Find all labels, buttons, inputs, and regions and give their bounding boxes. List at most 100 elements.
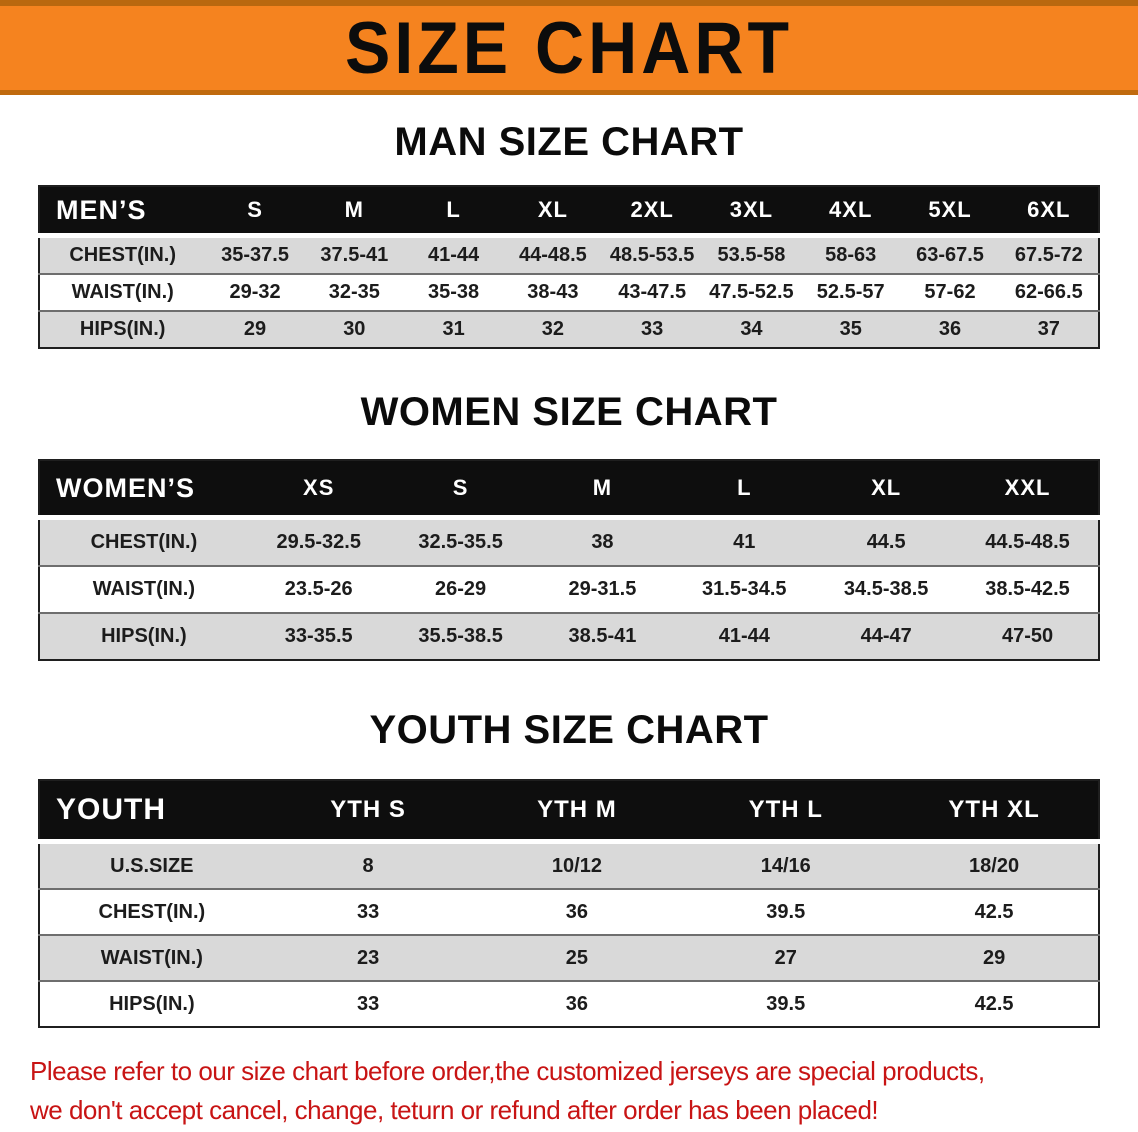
size-column-header: M bbox=[531, 460, 674, 520]
size-value: 47.5-52.5 bbox=[709, 281, 794, 303]
size-value: 52.5-57 bbox=[816, 281, 885, 303]
size-value: 23.5-26 bbox=[284, 578, 353, 600]
size-column-header: 6XL bbox=[999, 186, 1099, 238]
size-value: 27 bbox=[774, 946, 797, 969]
men-section-heading: MAN SIZE CHART bbox=[394, 120, 744, 164]
table-row: HIPS(IN.) 29 30 31 32 33 34 35 36 37 bbox=[39, 311, 1099, 348]
size-value: 37 bbox=[1037, 318, 1060, 340]
size-value: 42.5 bbox=[974, 992, 1014, 1015]
size-value: 33 bbox=[356, 992, 380, 1015]
size-column-header: XL bbox=[503, 186, 603, 238]
size-table: YOUTH YTH S YTH M YTH L YTH XL U.S.SIZE 8 10/12… bbox=[38, 779, 1100, 1028]
size-column-header: XS bbox=[247, 460, 390, 520]
size-value: 63-67.5 bbox=[916, 244, 984, 266]
size-value: 33 bbox=[641, 318, 664, 340]
size-value: 29-31.5 bbox=[568, 578, 637, 600]
row-label: WAIST(IN.) bbox=[71, 281, 174, 303]
size-column-header: XL bbox=[815, 460, 958, 520]
size-value: 36 bbox=[565, 900, 589, 923]
size-value: 39.5 bbox=[766, 900, 806, 923]
footer-note: Please refer to our size chart before or… bbox=[30, 1052, 1120, 1130]
size-value: 35 bbox=[839, 318, 862, 340]
size-value: 44-47 bbox=[860, 625, 912, 647]
size-value: 38 bbox=[591, 531, 614, 553]
row-label: CHEST(IN.) bbox=[98, 900, 206, 923]
size-value: 29-32 bbox=[229, 281, 281, 303]
size-value: 32 bbox=[541, 318, 564, 340]
size-value: 29 bbox=[243, 318, 267, 340]
row-label: HIPS(IN.) bbox=[79, 318, 166, 340]
table-row: WAIST(IN.) 23.5-26 26-29 29-31.5 31.5-34.5 34… bbox=[39, 566, 1099, 613]
size-value: 38.5-42.5 bbox=[985, 578, 1070, 600]
size-table: MEN’S S M L XL 2XL 3XL 4XL 5XL 6XL CHEST(IN.) 35-37… bbox=[38, 185, 1100, 349]
size-value: 41-44 bbox=[718, 625, 770, 647]
footer-line-2: we don't accept cancel, change, teturn o… bbox=[30, 1095, 879, 1125]
size-value: 36 bbox=[938, 318, 962, 340]
row-label: HIPS(IN.) bbox=[101, 625, 187, 647]
footer-line-1: Please refer to our size chart before or… bbox=[30, 1056, 985, 1086]
table-row: WAIST(IN.) 29-32 32-35 35-38 38-43 43-47.5 47.… bbox=[39, 274, 1099, 311]
size-value: 32-35 bbox=[328, 281, 380, 303]
row-label: WAIST(IN.) bbox=[100, 946, 203, 969]
size-value: 34 bbox=[740, 318, 763, 340]
table-row: CHEST(IN.) 33 36 39.5 42.5 bbox=[39, 889, 1099, 935]
size-value: 67.5-72 bbox=[1014, 244, 1083, 266]
size-column-header: YTH S bbox=[263, 780, 473, 844]
men-size-table: MEN’S S M L XL 2XL 3XL 4XL 5XL 6XL CHEST(IN.) 35-37… bbox=[38, 185, 1100, 349]
size-value: 30 bbox=[343, 318, 366, 340]
table-corner-label: MEN’S bbox=[39, 186, 206, 238]
size-value: 25 bbox=[565, 946, 589, 969]
size-value: 44.5-48.5 bbox=[985, 531, 1070, 553]
table-row: CHEST(IN.) 35-37.5 37.5-41 41-44 44-48.5 48.5… bbox=[39, 235, 1099, 274]
size-value: 31 bbox=[442, 318, 465, 340]
size-value: 41 bbox=[733, 531, 756, 553]
size-value: 34.5-38.5 bbox=[843, 578, 929, 600]
table-row: HIPS(IN.) 33-35.5 35.5-38.5 38.5-41 41-44 44-… bbox=[39, 613, 1099, 660]
table-row: HIPS(IN.) 33 36 39.5 42.5 bbox=[39, 981, 1099, 1027]
table-header-row: WOMEN’S XS S M L XL XXL bbox=[39, 460, 1099, 520]
size-value: 10/12 bbox=[551, 854, 602, 877]
banner-title: SIZE CHART bbox=[345, 6, 793, 90]
size-value: 37.5-41 bbox=[320, 244, 389, 266]
size-value: 44.5 bbox=[866, 531, 906, 553]
row-label: CHEST(IN.) bbox=[69, 244, 177, 266]
size-column-header: 3XL bbox=[701, 186, 802, 238]
women-size-table: WOMEN’S XS S M L XL XXL CHEST(IN.) 29.5-32.5 32.5… bbox=[38, 459, 1100, 661]
size-table: WOMEN’S XS S M L XL XXL CHEST(IN.) 29.5-32.5 32.5… bbox=[38, 459, 1100, 661]
table-row: CHEST(IN.) 29.5-32.5 32.5-35.5 38 41 44.5 44.5… bbox=[39, 517, 1099, 566]
size-value: 26-29 bbox=[435, 578, 487, 600]
size-value: 39.5 bbox=[766, 992, 806, 1015]
women-section-heading: WOMEN SIZE CHART bbox=[360, 390, 778, 434]
size-value: 23 bbox=[356, 946, 380, 969]
banner: SIZE CHART bbox=[0, 0, 1138, 95]
row-label: U.S.SIZE bbox=[110, 854, 194, 877]
size-column-header: 5XL bbox=[900, 186, 1000, 238]
size-column-header: S bbox=[205, 186, 305, 238]
size-value: 42.5 bbox=[974, 900, 1014, 923]
size-column-header: XXL bbox=[957, 460, 1099, 520]
size-column-header: L bbox=[403, 186, 504, 238]
size-value: 29 bbox=[982, 946, 1006, 969]
size-value: 29.5-32.5 bbox=[276, 531, 361, 553]
size-value: 32.5-35.5 bbox=[418, 531, 503, 553]
row-label: CHEST(IN.) bbox=[90, 531, 198, 553]
size-value: 44-48.5 bbox=[518, 244, 587, 266]
size-value: 8 bbox=[362, 854, 374, 877]
size-value: 38.5-41 bbox=[568, 625, 637, 647]
size-value: 57-62 bbox=[924, 281, 976, 303]
table-corner-label: YOUTH bbox=[39, 780, 264, 844]
size-value: 31.5-34.5 bbox=[702, 578, 787, 600]
size-column-header: YTH L bbox=[681, 780, 891, 844]
size-value: 18/20 bbox=[969, 854, 1020, 877]
size-value: 35-37.5 bbox=[221, 244, 289, 266]
size-value: 33 bbox=[356, 900, 380, 923]
size-value: 14/16 bbox=[760, 854, 811, 877]
table-row: U.S.SIZE 8 10/12 14/16 18/20 bbox=[39, 841, 1099, 889]
size-column-header: 2XL bbox=[602, 186, 702, 238]
youth-size-table: YOUTH YTH S YTH M YTH L YTH XL U.S.SIZE 8 10/12… bbox=[38, 779, 1100, 1028]
size-value: 43-47.5 bbox=[618, 281, 687, 303]
size-value: 48.5-53.5 bbox=[609, 244, 695, 266]
size-column-header: 4XL bbox=[801, 186, 901, 238]
size-value: 62-66.5 bbox=[1014, 281, 1083, 303]
